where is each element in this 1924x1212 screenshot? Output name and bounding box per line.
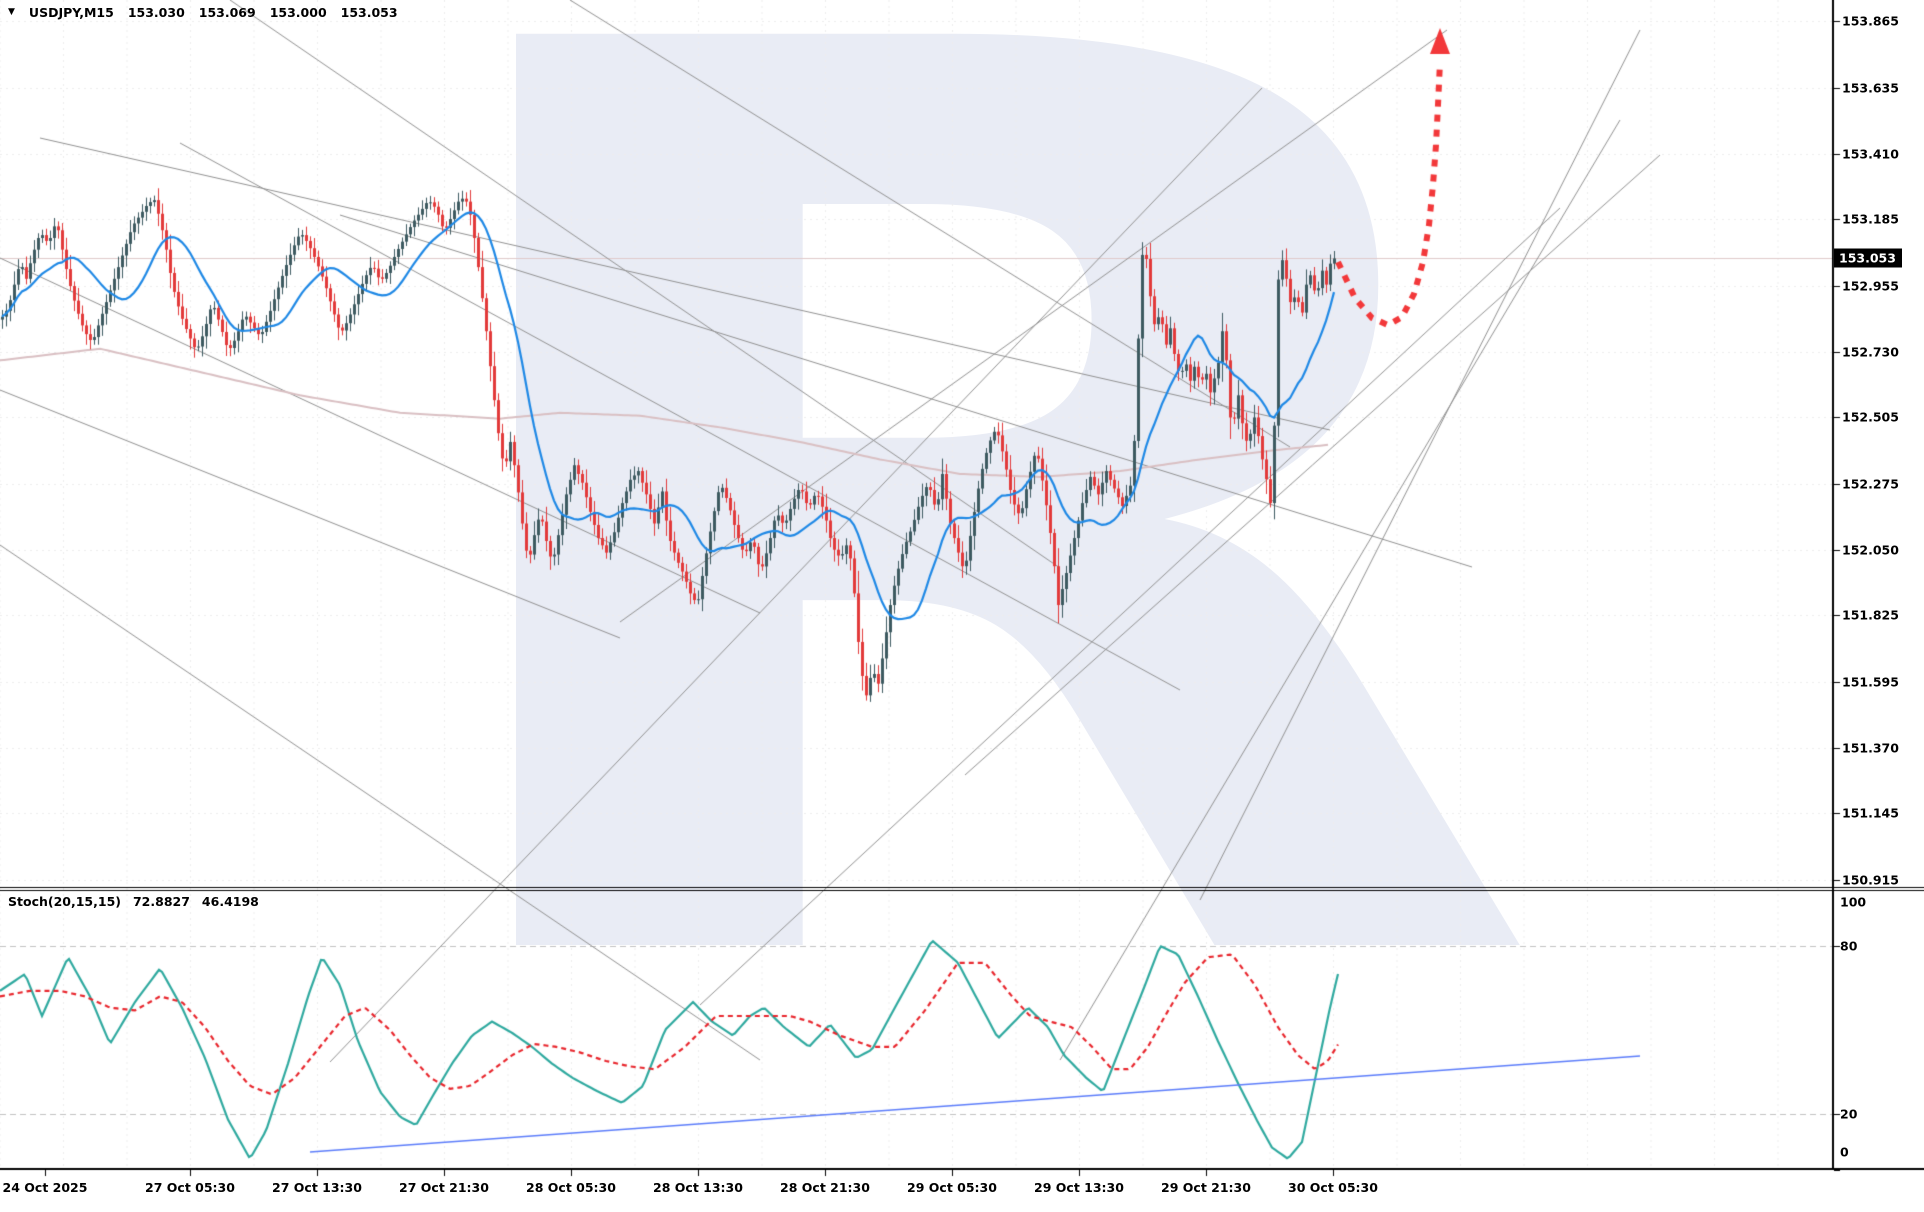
price-axis-label: 153.865: [1842, 13, 1899, 29]
price-axis-label: 151.825: [1842, 607, 1899, 623]
close-value: 153.053: [340, 5, 398, 20]
price-axis-label: 152.955: [1842, 278, 1899, 294]
time-axis-label: 28 Oct 13:30: [653, 1180, 743, 1195]
stoch-axis-label: 0: [1840, 1144, 1849, 1160]
time-axis-label: 29 Oct 21:30: [1161, 1180, 1251, 1195]
symbol-ohlc-header: ▼ USDJPY,M15 153.030 153.069 153.000 153…: [8, 5, 398, 20]
price-axis-label: 152.730: [1842, 344, 1899, 360]
time-axis-label: 29 Oct 05:30: [907, 1180, 997, 1195]
stochastic-header: Stoch(20,15,15) 72.8827 46.4198: [8, 894, 259, 909]
price-axis-label: 153.410: [1842, 146, 1899, 162]
price-axis-label: 152.505: [1842, 409, 1899, 425]
time-axis-label: 28 Oct 21:30: [780, 1180, 870, 1195]
stochastic-d-value: 46.4198: [201, 894, 259, 909]
price-axis-label: 151.370: [1842, 740, 1899, 756]
high-value: 153.069: [198, 5, 256, 20]
price-axis-label: 151.145: [1842, 805, 1899, 821]
time-axis-label: 28 Oct 05:30: [526, 1180, 616, 1195]
current-price-badge: 153.053: [1834, 248, 1902, 268]
price-axis-label: 152.275: [1842, 476, 1899, 492]
stoch-axis-label: 80: [1840, 938, 1858, 954]
stoch-axis-label: 20: [1840, 1106, 1858, 1122]
symbol-period-label: USDJPY,M15: [28, 5, 114, 20]
time-axis-label: 27 Oct 05:30: [145, 1180, 235, 1195]
time-axis-label: 24 Oct 2025: [2, 1180, 88, 1195]
stoch-axis-label: 100: [1840, 894, 1867, 910]
time-axis-label: 27 Oct 21:30: [399, 1180, 489, 1195]
price-axis-label: 153.185: [1842, 211, 1899, 227]
low-value: 153.000: [269, 5, 327, 20]
price-axis-label: 151.595: [1842, 674, 1899, 690]
price-axis-label: 152.050: [1842, 542, 1899, 558]
stochastic-k-value: 72.8827: [132, 894, 190, 909]
price-axis-label: 153.635: [1842, 80, 1899, 96]
time-axis-label: 29 Oct 13:30: [1034, 1180, 1124, 1195]
time-axis-label: 27 Oct 13:30: [272, 1180, 362, 1195]
price-axis-label: 150.915: [1842, 872, 1899, 888]
open-value: 153.030: [127, 5, 185, 20]
time-axis-label: 30 Oct 05:30: [1288, 1180, 1378, 1195]
stochastic-name-label: Stoch(20,15,15): [8, 894, 121, 909]
collapse-chart-icon[interactable]: ▼: [8, 6, 15, 17]
